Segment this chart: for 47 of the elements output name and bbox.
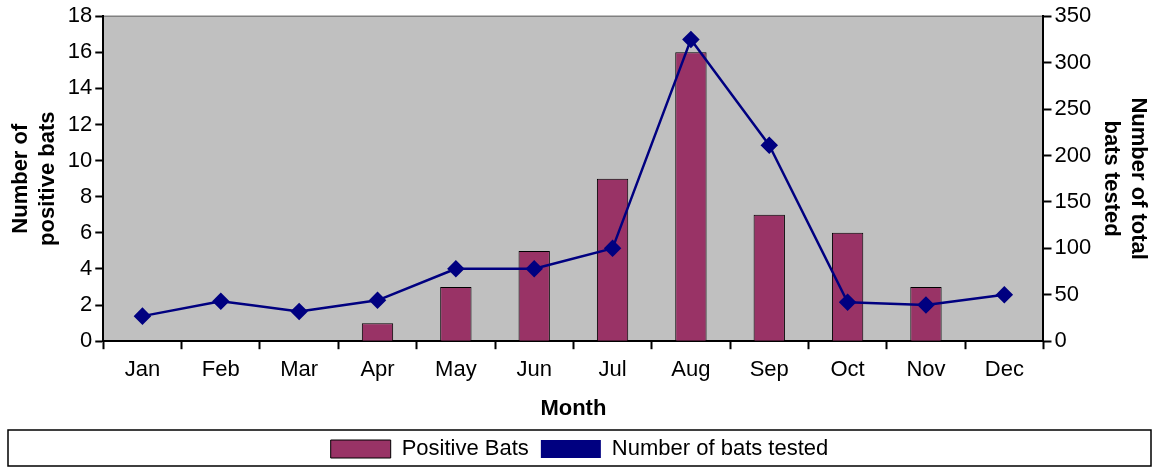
point <box>839 293 856 311</box>
y2-tick-label: 150 <box>1054 187 1092 213</box>
point <box>996 286 1013 304</box>
x-tick-label: Jan <box>124 356 161 382</box>
x-tick-label: Sep <box>749 356 789 382</box>
y2-tick-label: 100 <box>1054 234 1092 260</box>
point <box>290 303 308 320</box>
point <box>447 260 465 278</box>
point <box>604 240 621 257</box>
y2-tick-label: 250 <box>1054 95 1092 121</box>
x-tick-label: May <box>435 356 477 382</box>
x-tick-label: Oct <box>830 356 865 382</box>
y-tick-label: 16 <box>67 38 93 64</box>
x-tick-label: Aug <box>671 356 711 382</box>
y2-axis-title: Number of total bats tested <box>1100 97 1152 260</box>
point <box>761 137 778 154</box>
point <box>212 293 230 310</box>
y-tick-label: 4 <box>80 255 93 281</box>
legend-label: Positive Bats <box>401 435 529 461</box>
point <box>682 31 700 48</box>
y-tick-label: 8 <box>80 182 93 208</box>
y-tick-label: 18 <box>67 2 93 28</box>
y2-tick-label: 350 <box>1054 2 1092 28</box>
y-tick-label: 6 <box>80 218 93 244</box>
x-tick-label: Jun <box>516 356 552 382</box>
y-tick-label: 10 <box>67 146 93 172</box>
y-tick-label: 12 <box>67 110 93 136</box>
x-tick-label: Jul <box>598 356 627 382</box>
point <box>525 260 543 278</box>
x-tick-label: Apr <box>360 356 395 382</box>
y-tick-label: 14 <box>67 74 93 100</box>
x-tick-label: Dec <box>984 356 1024 382</box>
legend-label: Number of bats tested <box>611 435 829 461</box>
y-tick-label: 0 <box>80 327 93 353</box>
point <box>369 292 386 309</box>
x-tick-label: Nov <box>906 356 946 382</box>
x-tick-label: Feb <box>201 356 240 382</box>
y2-tick-label: 50 <box>1054 280 1079 306</box>
y2-tick-label: 200 <box>1054 141 1092 167</box>
y2-tick-label: 0 <box>1054 327 1067 353</box>
y-tick-label: 2 <box>80 291 93 317</box>
x-axis-title: Month <box>540 394 607 420</box>
point <box>917 296 935 314</box>
point <box>134 307 151 325</box>
x-tick-label: Mar <box>280 356 319 382</box>
y2-tick-label: 300 <box>1054 48 1092 74</box>
y-axis-title: Number of positive bats <box>7 111 59 246</box>
